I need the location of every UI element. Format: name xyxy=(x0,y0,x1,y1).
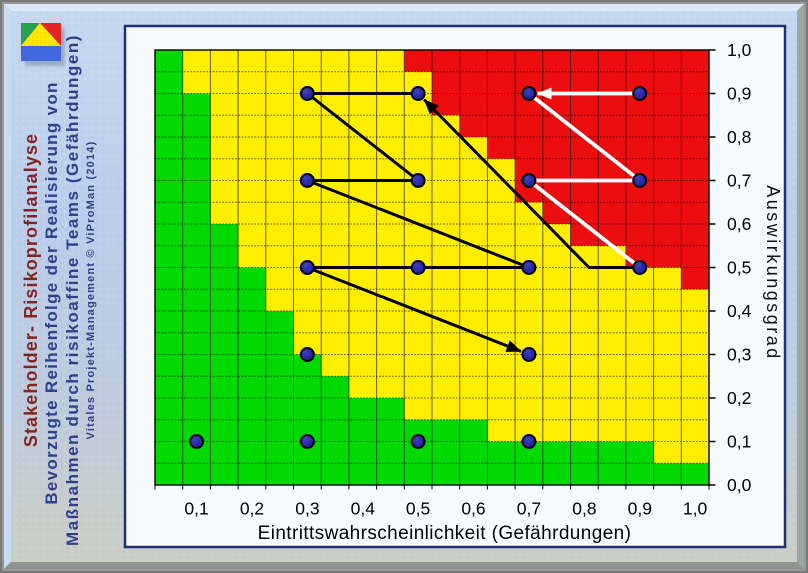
svg-text:0,6: 0,6 xyxy=(727,214,751,234)
svg-text:0,2: 0,2 xyxy=(727,388,751,408)
svg-text:Vitales Projekt-Management © V: Vitales Projekt-Management © ViProMan (2… xyxy=(85,141,97,440)
svg-text:1,0: 1,0 xyxy=(727,40,752,60)
svg-text:0,3: 0,3 xyxy=(295,498,319,518)
svg-text:0,4: 0,4 xyxy=(351,498,376,518)
svg-text:0,8: 0,8 xyxy=(727,127,751,147)
svg-text:Eintrittswahrscheinlichkeit (G: Eintrittswahrscheinlichkeit (Gefährdunge… xyxy=(258,523,632,544)
svg-text:0,1: 0,1 xyxy=(184,498,208,518)
svg-text:1,0: 1,0 xyxy=(683,498,708,518)
svg-text:0,0: 0,0 xyxy=(727,475,752,495)
svg-text:0,5: 0,5 xyxy=(727,258,751,278)
svg-text:0,5: 0,5 xyxy=(406,498,430,518)
svg-text:0,7: 0,7 xyxy=(517,498,541,518)
svg-text:Maßnahmen durch risikoaffine T: Maßnahmen durch risikoaffine Teams (Gefä… xyxy=(63,34,82,546)
svg-text:Auswirkungsgrad: Auswirkungsgrad xyxy=(763,185,783,361)
svg-text:Bevorzugte Reihenfolge der Rea: Bevorzugte Reihenfolge der Realisierung … xyxy=(42,81,61,504)
svg-text:0,1: 0,1 xyxy=(727,432,751,452)
svg-text:0,3: 0,3 xyxy=(727,345,751,365)
svg-text:0,9: 0,9 xyxy=(727,84,751,104)
svg-text:0,7: 0,7 xyxy=(727,171,751,191)
svg-text:0,9: 0,9 xyxy=(628,498,652,518)
svg-text:0,4: 0,4 xyxy=(727,301,752,321)
svg-text:0,2: 0,2 xyxy=(240,498,264,518)
svg-text:0,8: 0,8 xyxy=(572,498,596,518)
svg-text:Stakeholder- Risikoprofilanaly: Stakeholder- Risikoprofilanalyse xyxy=(21,133,41,447)
svg-text:0,6: 0,6 xyxy=(461,498,485,518)
